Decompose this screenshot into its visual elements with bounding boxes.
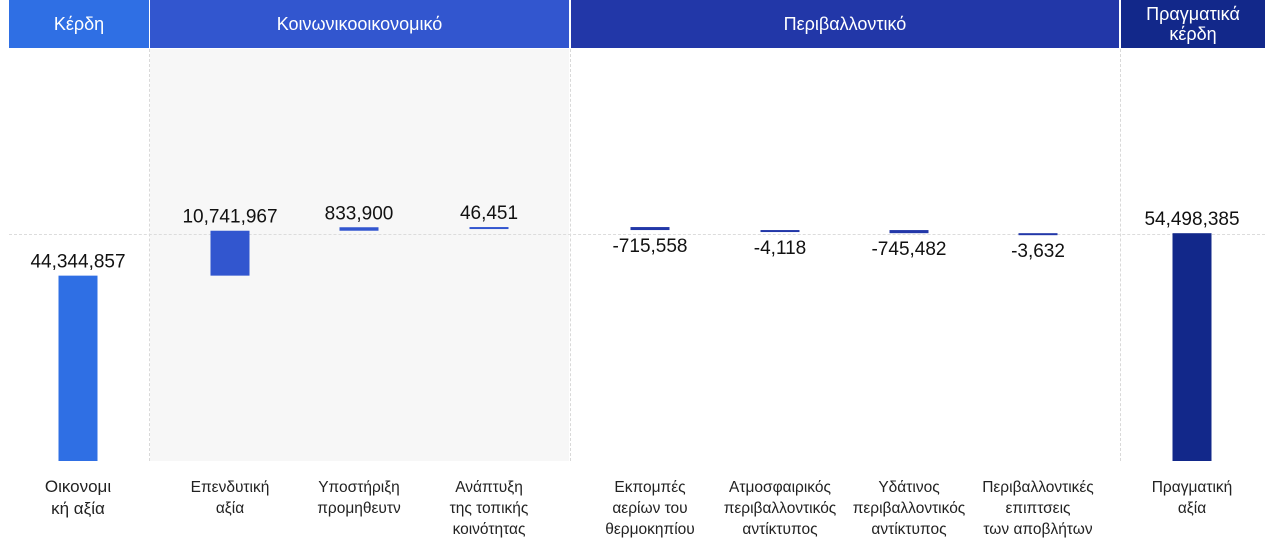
category-label-7: Περιβαλλοντικές επιπτσεις των αποβλήτων (982, 479, 1094, 538)
category-label-4: Εκπομπές αερίων του θερμοκηπίου (605, 479, 695, 538)
category-label-1: Επενδυτική αξία (190, 479, 270, 517)
bar-1 (210, 230, 250, 276)
category-label-0: Οικονομι κή αξία (44, 477, 112, 518)
data-label-8: 54,498,385 (1144, 209, 1239, 230)
data-label-0: 44,344,857 (30, 252, 125, 273)
data-label-7: -3,632 (1011, 241, 1065, 262)
category-label-3: Ανάπτυξη της τοπικής κοινότητας (449, 479, 529, 538)
header-socioeconomic: Κοινωνικοοικονομικό (150, 0, 569, 48)
bar-3 (469, 227, 509, 230)
header-real-profit: Πραγματικά κέρδη (1121, 0, 1265, 48)
divider-line (149, 49, 150, 461)
category-label-6: Υδάτινος περιβαλλοντικός αντίκτυπος (852, 479, 966, 538)
category-label-2: Υποστήριξη προμηθευτν (317, 479, 401, 517)
bar-2 (339, 227, 379, 231)
bar-8 (1172, 233, 1212, 461)
header-profit: Κέρδη (9, 0, 149, 48)
category-label-8: Πραγματική αξία (1151, 479, 1233, 517)
reference-gridline (9, 234, 1265, 235)
data-label-2: 833,900 (325, 203, 394, 224)
data-label-3: 46,451 (460, 203, 518, 224)
data-label-6: -745,482 (871, 239, 946, 260)
data-label-1: 10,741,967 (182, 207, 277, 228)
data-label-4: -715,558 (612, 236, 687, 257)
bar-5 (760, 230, 800, 233)
bar-6 (889, 230, 929, 234)
data-label-5: -4,118 (754, 238, 806, 259)
bar-0 (58, 275, 98, 461)
divider-line (1120, 49, 1121, 461)
bar-4 (630, 227, 670, 231)
category-label-5: Ατμοσφαιρικός περιβαλλοντικός αντίκτυπος (723, 479, 837, 538)
bar-7 (1018, 233, 1058, 236)
divider-line (570, 49, 571, 461)
header-environmental: Περιβαλλοντικό (571, 0, 1119, 48)
